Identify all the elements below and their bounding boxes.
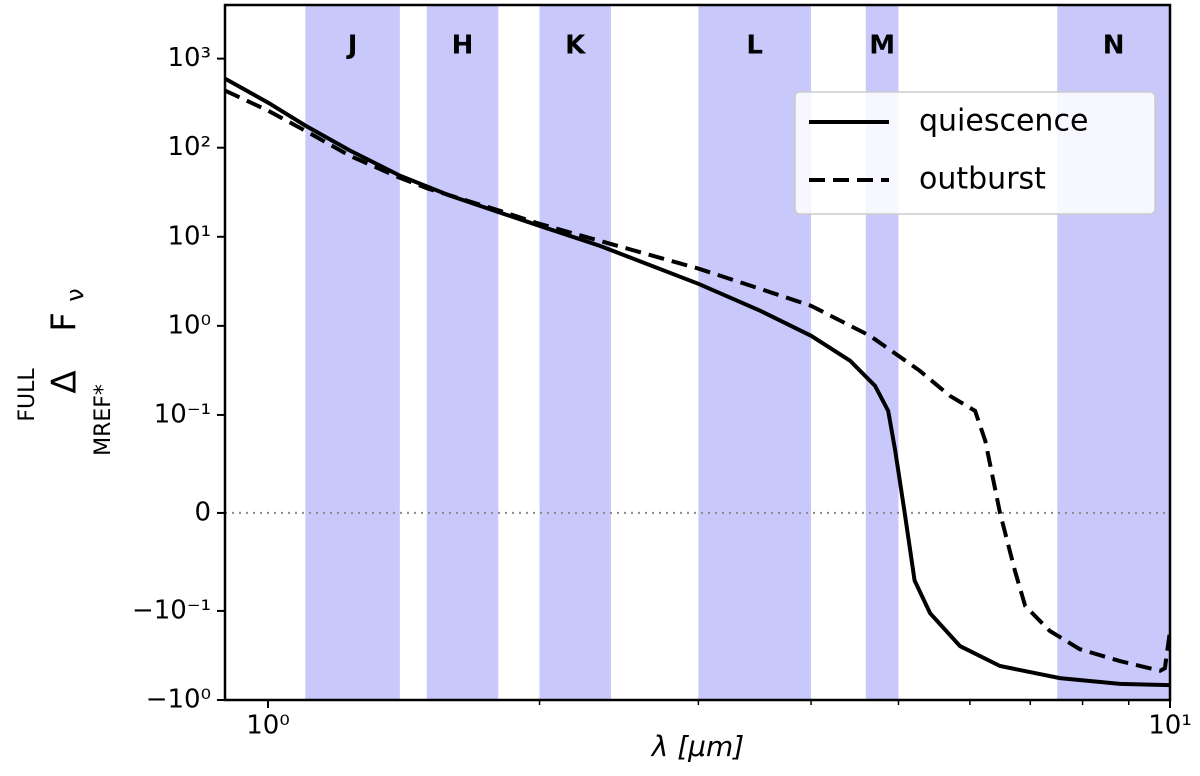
legend: quiescence outburst (794, 91, 1156, 215)
x-tick-label: 10¹ (1148, 711, 1192, 741)
band (698, 5, 812, 700)
x-tick-label: 10⁰ (246, 711, 290, 741)
line (225, 88, 1170, 673)
legend-label: outburst (919, 162, 1046, 197)
y-tick-label: 10⁻¹ (154, 399, 211, 429)
band-label: K (565, 31, 586, 61)
band (539, 5, 611, 700)
y-label-sub: MREF* (91, 384, 116, 456)
y-tick-label: 0 (194, 497, 211, 527)
y-tick-label: 10⁰ (167, 310, 211, 340)
x-axis-label: λ [μm] (650, 730, 744, 763)
y-tick-label: 10² (167, 132, 211, 162)
band-label: M (869, 31, 895, 61)
y-tick-label: 10³ (167, 43, 211, 73)
y-label-quantity-sub: ν (61, 288, 89, 301)
band-label: H (452, 31, 474, 61)
y-label-quantity: F (45, 312, 85, 332)
y-tick-label: 10¹ (167, 221, 211, 251)
line (225, 76, 1170, 688)
plot (225, 76, 1170, 688)
y-axis-label: FULL Δ MREF* F ν (15, 288, 116, 456)
y-tick-label: −10⁰ (146, 685, 211, 715)
y-label-symbol: Δ (45, 370, 85, 393)
band-label: J (346, 31, 358, 61)
band (426, 5, 499, 700)
legend-label: quiescence (919, 104, 1088, 139)
band-label: N (1103, 31, 1125, 61)
plot-frame (223, 3, 1172, 702)
band (305, 5, 400, 700)
y-label-sup: FULL (15, 368, 40, 422)
band-label: L (746, 31, 763, 61)
y-tick-label: −10⁻¹ (132, 595, 211, 625)
